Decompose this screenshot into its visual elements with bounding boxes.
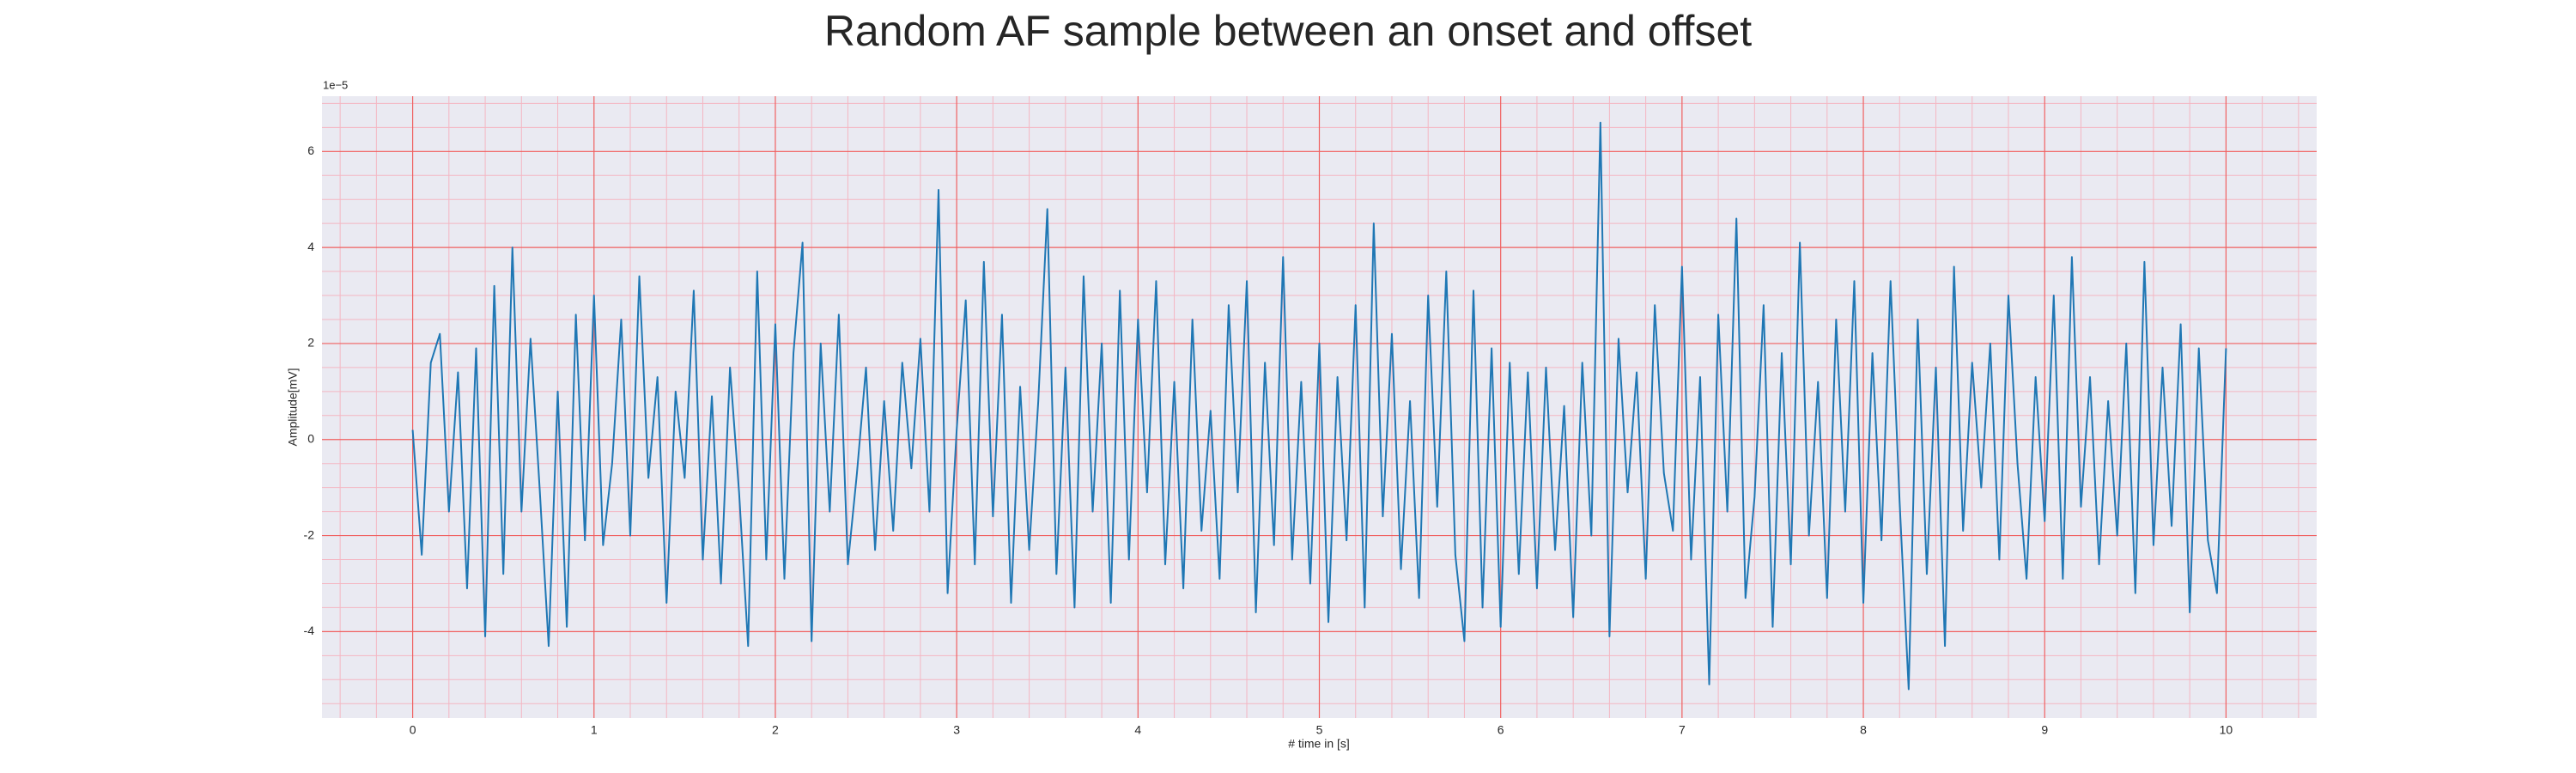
x-tick-label: 10 <box>2220 723 2233 737</box>
x-tick-label: 0 <box>410 723 416 737</box>
y-tick-label: 6 <box>307 143 314 157</box>
y-axis-label: Amplitude[mV] <box>286 368 300 446</box>
x-tick-label: 7 <box>1679 723 1686 737</box>
x-tick-label: 9 <box>2041 723 2048 737</box>
x-tick-label: 1 <box>591 723 598 737</box>
y-offset-label: 1e−5 <box>323 78 348 91</box>
x-tick-label: 2 <box>772 723 779 737</box>
y-tick-label: -4 <box>304 624 315 637</box>
signal-line <box>411 121 2227 691</box>
y-tick-label: 2 <box>307 336 314 350</box>
x-tick-label: 6 <box>1498 723 1504 737</box>
x-tick-label: 3 <box>953 723 960 737</box>
x-tick-label: 8 <box>1860 723 1867 737</box>
y-tick-label: 4 <box>307 240 314 253</box>
x-tick-label: 4 <box>1134 723 1141 737</box>
x-tick-label: 5 <box>1316 723 1323 737</box>
y-tick-label: -2 <box>304 527 315 541</box>
chart-title: Random AF sample between an onset and of… <box>824 7 1752 55</box>
y-tick-label: 0 <box>307 431 314 445</box>
x-axis-label: # time in [s] <box>1288 737 1350 751</box>
